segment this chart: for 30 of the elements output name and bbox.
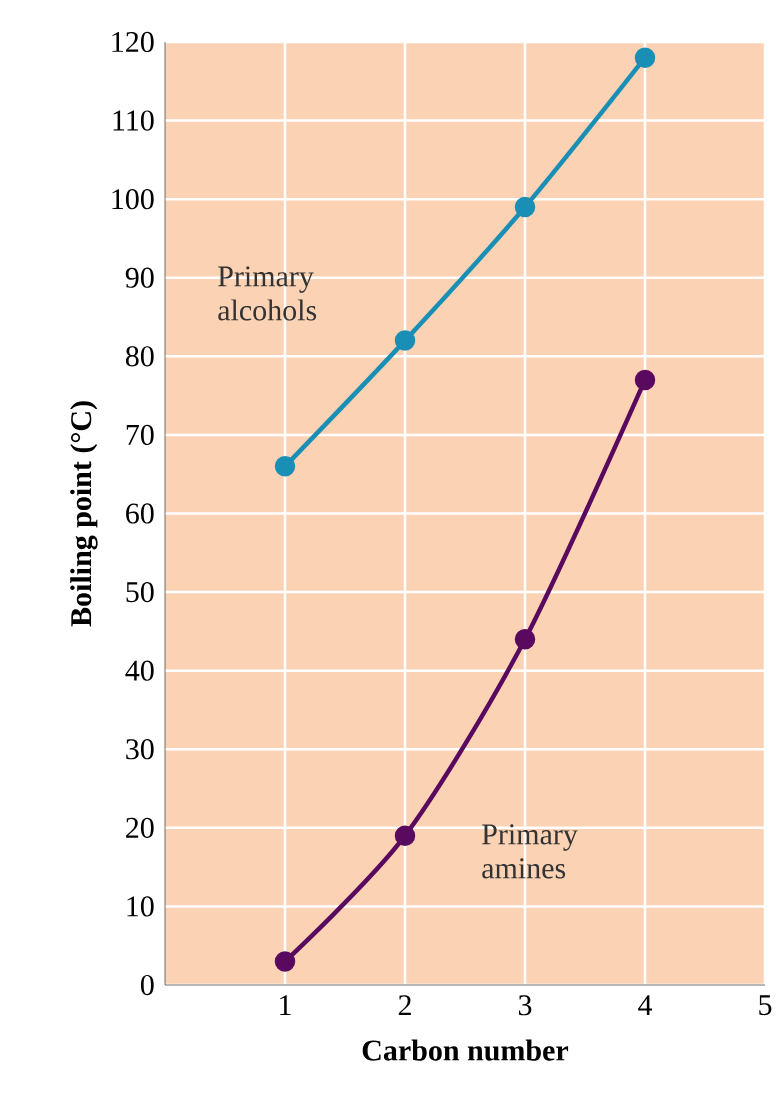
y-tick-label: 110 [113,110,154,131]
point [514,196,536,218]
y-tick-label: 30 [126,739,154,760]
point [274,456,296,477]
point [514,628,536,650]
y-tick-label: 20 [126,817,154,838]
y-tick-label: 90 [125,267,154,288]
point [634,47,656,68]
point [274,951,296,972]
point [634,369,656,391]
y-tick-label: 70 [126,424,154,446]
y-tick-label: 0 [140,974,154,996]
x-tick-label: 4 [638,995,653,1015]
x-tick-label: 3 [518,995,532,1016]
y-tick-label: 60 [126,503,154,524]
series-label: Primary amines [482,824,578,879]
x-tick-label: 1 [280,995,291,1015]
y-tick-label: 100 [112,189,154,210]
x-tick-label: 2 [398,995,411,1016]
y-axis-title: Boiling point (°C) [70,401,98,627]
y-tick-label: 120 [112,31,154,53]
text: Primary alcohols [218,266,317,321]
x-axis-title: Carbon number [362,1039,569,1061]
point [394,825,416,846]
point [394,330,416,351]
y-tick-label: 50 [126,581,154,603]
y-tick-label: 40 [125,660,154,681]
y-tick-label: 10 [127,896,154,917]
x-tick-label: 5 [759,995,772,1016]
y-tick-label: 80 [125,346,154,367]
